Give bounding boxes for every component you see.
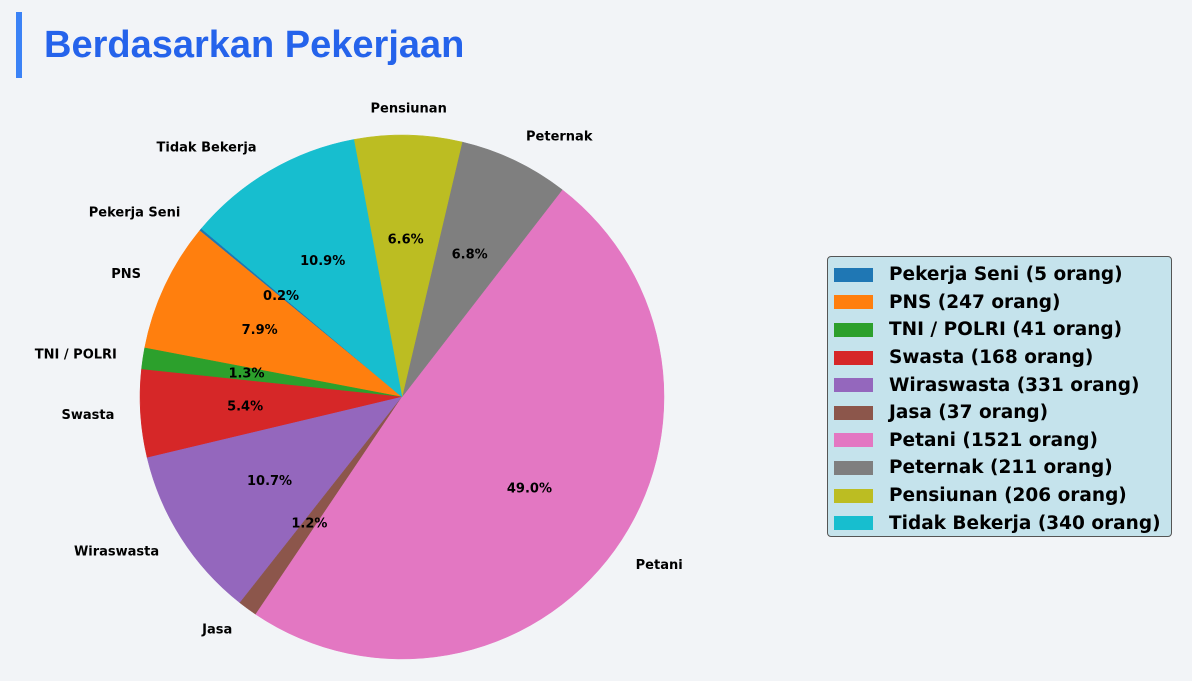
legend-swatch [834, 405, 873, 420]
slice-percent-tni-polri: 1.3% [228, 366, 264, 381]
legend-swatch [834, 433, 873, 448]
slice-label-peternak: Peternak [526, 129, 593, 144]
legend-item-tni-polri: TNI / POLRI (41 orang) [834, 316, 1171, 344]
slice-percent-pekerja-seni: 0.2% [263, 289, 299, 304]
legend-label: TNI / POLRI (41 orang) [889, 319, 1123, 341]
legend-swatch [834, 460, 873, 475]
legend-label: Jasa (37 orang) [889, 402, 1049, 424]
legend-swatch [834, 516, 873, 531]
pie-slice-petani [255, 189, 665, 660]
legend-swatch [834, 295, 873, 310]
slice-percent-jasa: 1.2% [291, 517, 327, 532]
slice-percent-wiraswasta: 10.7% [247, 474, 292, 489]
pie-slice-pensiunan [353, 134, 463, 398]
legend-item-pns: PNS (247 orang) [834, 289, 1171, 317]
legend-item-pensiunan: Pensiunan (206 orang) [834, 482, 1171, 510]
slice-label-tni-polri: TNI / POLRI [35, 347, 117, 362]
legend-label: Peternak (211 orang) [889, 457, 1113, 479]
slice-percent-swasta: 5.4% [227, 400, 263, 415]
legend-item-wiraswasta: Wiraswasta (331 orang) [834, 371, 1171, 399]
slice-label-pns: PNS [111, 267, 141, 282]
legend-swatch [834, 350, 873, 365]
legend-swatch [834, 322, 873, 337]
pie-slice-peternak [401, 141, 563, 398]
legend-label: Swasta (168 orang) [889, 347, 1094, 369]
legend-label: Wiraswasta (331 orang) [889, 374, 1140, 396]
slice-percent-peternak: 6.8% [452, 248, 488, 263]
legend-item-petani: Petani (1521 orang) [834, 427, 1171, 455]
legend-swatch [834, 378, 873, 393]
slice-percent-petani: 49.0% [507, 482, 552, 497]
title-bar: Berdasarkan Pekerjaan [16, 12, 464, 78]
legend-item-peternak: Peternak (211 orang) [834, 454, 1171, 482]
legend-item-tidak-bekerja: Tidak Bekerja (340 orang) [834, 509, 1171, 537]
slice-label-wiraswasta: Wiraswasta [74, 545, 159, 560]
slice-label-swasta: Swasta [62, 408, 115, 423]
slice-label-petani: Petani [636, 558, 683, 573]
legend-label: Tidak Bekerja (340 orang) [889, 512, 1161, 534]
legend-label: Pensiunan (206 orang) [889, 485, 1127, 507]
slice-percent-pns: 7.9% [242, 323, 278, 338]
slice-label-pekerja-seni: Pekerja Seni [89, 205, 181, 220]
legend-label: Pekerja Seni (5 orang) [889, 264, 1123, 286]
slice-label-pensiunan: Pensiunan [371, 101, 447, 116]
slice-percent-tidak-bekerja: 10.9% [300, 254, 345, 269]
page-title: Berdasarkan Pekerjaan [44, 23, 465, 66]
legend-item-jasa: Jasa (37 orang) [834, 399, 1171, 427]
legend-label: PNS (247 orang) [889, 291, 1061, 313]
slice-percent-pensiunan: 6.6% [388, 232, 424, 247]
slice-label-jasa: Jasa [201, 622, 232, 637]
legend-swatch [834, 488, 873, 503]
legend-swatch [834, 267, 873, 282]
legend-label: Petani (1521 orang) [889, 429, 1098, 451]
pie-slice-wiraswasta [146, 396, 403, 604]
legend-item-pekerja-seni: Pekerja Seni (5 orang) [834, 261, 1171, 289]
chart-legend: Pekerja Seni (5 orang) PNS (247 orang) TNI… [827, 256, 1172, 537]
pie-slice-tidak-bekerja [200, 139, 403, 398]
pie-slice-pns [144, 230, 403, 398]
slice-label-tidak-bekerja: Tidak Bekerja [157, 141, 257, 156]
legend-item-swasta: Swasta (168 orang) [834, 344, 1171, 372]
